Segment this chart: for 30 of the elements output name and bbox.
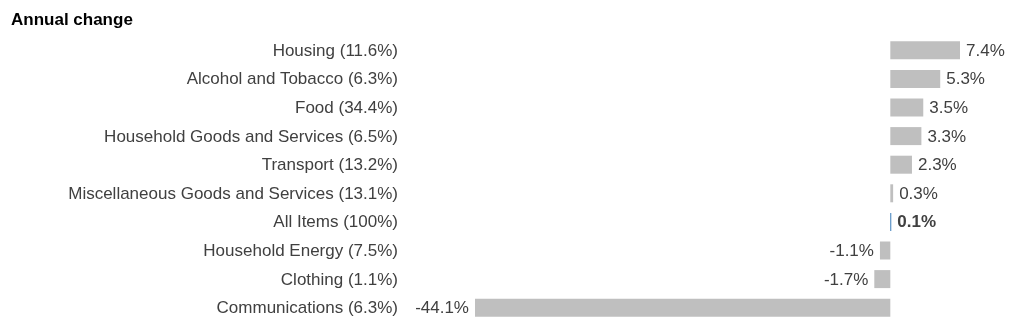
y-tick-label: Alcohol and Tobacco (6.3%) xyxy=(186,69,398,89)
y-tick-label: Miscellaneous Goods and Services (13.1%) xyxy=(68,183,398,203)
data-label: 0.3% xyxy=(899,183,938,203)
data-label: 5.3% xyxy=(946,69,985,89)
bar xyxy=(890,98,924,117)
y-tick-label: Household Goods and Services (6.5%) xyxy=(104,126,398,146)
y-tick-label: Housing (11.6%) xyxy=(272,40,398,60)
y-tick-label: Transport (13.2%) xyxy=(261,155,398,175)
data-label: 3.5% xyxy=(929,98,969,117)
y-tick-label: Clothing (1.1%) xyxy=(280,269,398,289)
bar xyxy=(890,155,912,174)
data-label: 3.3% xyxy=(927,126,967,146)
bar xyxy=(890,69,941,88)
data-label: 7.4% xyxy=(966,40,1005,60)
bar xyxy=(475,298,891,317)
y-tick-label: All Items (100%) xyxy=(273,212,398,232)
data-label: 2.3% xyxy=(917,155,957,175)
data-label: -1.7% xyxy=(823,269,869,289)
data-label: -44.1% xyxy=(415,298,469,318)
data-label: -1.1% xyxy=(829,241,874,260)
bar xyxy=(874,270,891,289)
y-tick-label: Household Energy (7.5%) xyxy=(203,241,398,260)
data-label: 0.1% xyxy=(897,212,936,232)
y-tick-label: Food (34.4%) xyxy=(295,98,398,117)
bar xyxy=(879,241,891,260)
bar xyxy=(890,127,922,146)
bar xyxy=(890,184,894,203)
y-tick-label: Communications (6.3%) xyxy=(216,298,398,318)
bar xyxy=(890,41,960,60)
text: Annual change xyxy=(11,10,133,29)
